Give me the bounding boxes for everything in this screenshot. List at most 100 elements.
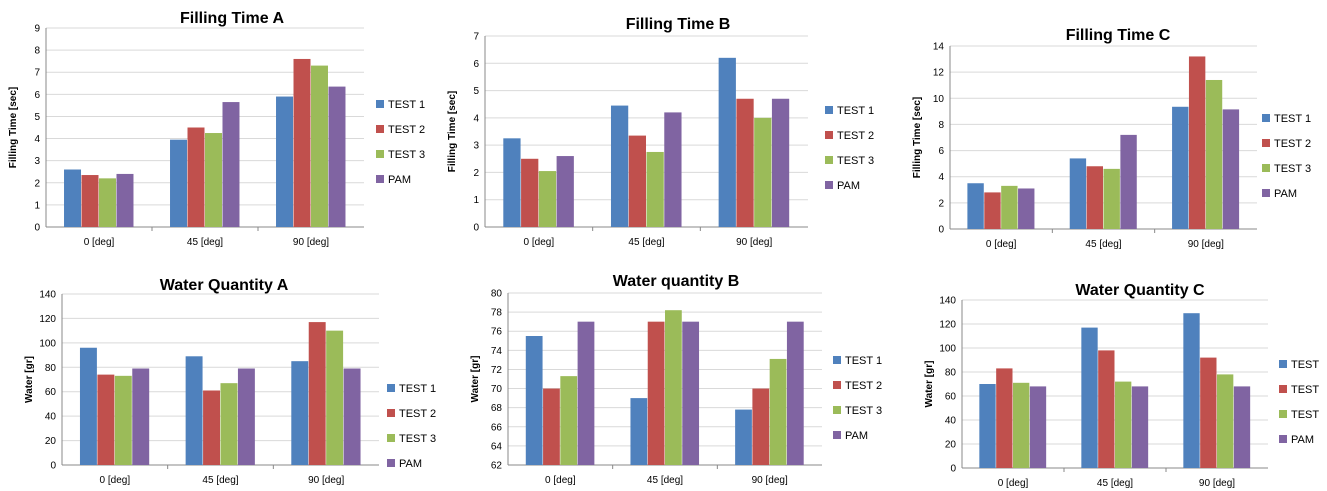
- bar: [222, 102, 240, 227]
- x-tick-label: 90 [deg]: [1188, 239, 1224, 250]
- y-tick-label: 80: [491, 289, 503, 300]
- bar: [203, 390, 220, 465]
- bar: [1069, 158, 1087, 229]
- y-axis-label: Water [gr]: [24, 356, 35, 403]
- legend-swatch: [1279, 385, 1287, 393]
- y-tick-label: 80: [45, 363, 57, 374]
- bar: [1200, 357, 1217, 468]
- legend-swatch: [376, 175, 384, 183]
- bar: [1013, 382, 1030, 468]
- legend-label: TEST: [1291, 409, 1319, 421]
- bar: [1188, 56, 1206, 230]
- bar: [543, 388, 560, 465]
- legend-swatch: [1279, 360, 1287, 368]
- chart-title: Filling Time B: [626, 16, 731, 33]
- bar: [276, 96, 294, 228]
- y-tick-label: 8: [34, 46, 40, 57]
- chart-title: Filling Time A: [180, 10, 284, 27]
- y-tick-label: 10: [933, 94, 945, 105]
- legend-label: PAM: [399, 458, 422, 470]
- y-tick-label: 1: [34, 200, 40, 211]
- y-tick-label: 3: [473, 141, 479, 152]
- bar: [1081, 327, 1098, 468]
- bar: [1205, 79, 1223, 229]
- bar: [503, 138, 521, 227]
- y-tick-label: 7: [34, 68, 40, 79]
- y-tick-label: 64: [491, 441, 503, 452]
- x-tick-label: 90 [deg]: [736, 237, 772, 248]
- bar: [343, 368, 361, 465]
- y-tick-label: 1: [473, 195, 479, 206]
- x-tick-label: 45 [deg]: [1097, 478, 1133, 489]
- bar: [560, 376, 578, 465]
- bar: [736, 98, 754, 227]
- bar: [81, 175, 99, 227]
- y-tick-label: 4: [473, 113, 479, 124]
- legend-swatch: [833, 406, 841, 414]
- bar: [664, 112, 682, 227]
- legend-label: TEST 2: [399, 408, 436, 420]
- chart-2: Filling Time B 0 1 2 3 4 5 6 7 Filling Time [sec]…: [447, 16, 874, 248]
- legend-swatch: [1262, 114, 1270, 122]
- legend-label: PAM: [1291, 434, 1314, 446]
- y-tick-label: 5: [34, 112, 40, 123]
- y-tick-label: 74: [491, 346, 503, 357]
- y-tick-label: 40: [945, 416, 957, 427]
- legend-swatch: [825, 131, 833, 139]
- y-tick-label: 0: [50, 461, 56, 472]
- legend-label: PAM: [388, 174, 411, 186]
- y-tick-label: 70: [491, 384, 503, 395]
- bar: [291, 361, 309, 465]
- bar: [99, 178, 116, 227]
- y-tick-label: 72: [491, 365, 503, 376]
- legend-swatch: [376, 150, 384, 158]
- bar: [293, 58, 311, 228]
- bar: [1029, 386, 1047, 468]
- x-tick-label: 45 [deg]: [647, 475, 683, 486]
- y-tick-label: 100: [39, 338, 56, 349]
- legend-swatch: [387, 409, 395, 417]
- bar: [1233, 386, 1251, 468]
- y-axis-label: Water [gr]: [470, 356, 481, 403]
- legend-label: TEST 1: [837, 105, 874, 117]
- legend-swatch: [825, 156, 833, 164]
- legend-label: TEST 1: [399, 383, 436, 395]
- chart-1: Filling Time A 0 1 2 3 4 5 6 7 8 9 Filling Time [se…: [8, 10, 425, 248]
- bar: [328, 86, 346, 227]
- chart-5: Water quantity B 62 64 66 68 70 72 74 76 78 80 Wate…: [470, 273, 882, 486]
- y-tick-label: 62: [491, 461, 503, 472]
- bar: [628, 135, 646, 227]
- bar: [556, 156, 574, 227]
- y-tick-label: 2: [34, 178, 40, 189]
- bar: [1217, 374, 1234, 468]
- y-tick-label: 140: [939, 296, 956, 307]
- bar: [577, 321, 595, 465]
- chart-title: Water quantity B: [613, 273, 740, 290]
- x-tick-label: 45 [deg]: [628, 237, 664, 248]
- y-tick-label: 76: [491, 327, 503, 338]
- bar: [1115, 381, 1132, 468]
- y-tick-label: 66: [491, 422, 503, 433]
- bar: [682, 321, 700, 465]
- x-tick-label: 45 [deg]: [1085, 239, 1121, 250]
- legend-swatch: [825, 181, 833, 189]
- bar: [735, 409, 752, 465]
- legend-label: PAM: [1274, 188, 1297, 200]
- x-tick-label: 45 [deg]: [202, 475, 238, 486]
- y-tick-label: 3: [34, 156, 40, 167]
- legend-swatch: [1279, 435, 1287, 443]
- legend-label: TEST 1: [388, 99, 425, 111]
- bar: [521, 158, 539, 227]
- y-tick-label: 9: [34, 24, 40, 35]
- legend-swatch: [1262, 164, 1270, 172]
- bar: [665, 310, 682, 465]
- bar: [326, 330, 344, 465]
- legend-swatch: [1262, 139, 1270, 147]
- bar: [967, 183, 984, 229]
- y-tick-label: 0: [950, 464, 956, 475]
- bar: [116, 173, 134, 227]
- y-tick-label: 20: [945, 440, 957, 451]
- y-tick-label: 0: [34, 223, 40, 234]
- y-tick-label: 60: [945, 392, 957, 403]
